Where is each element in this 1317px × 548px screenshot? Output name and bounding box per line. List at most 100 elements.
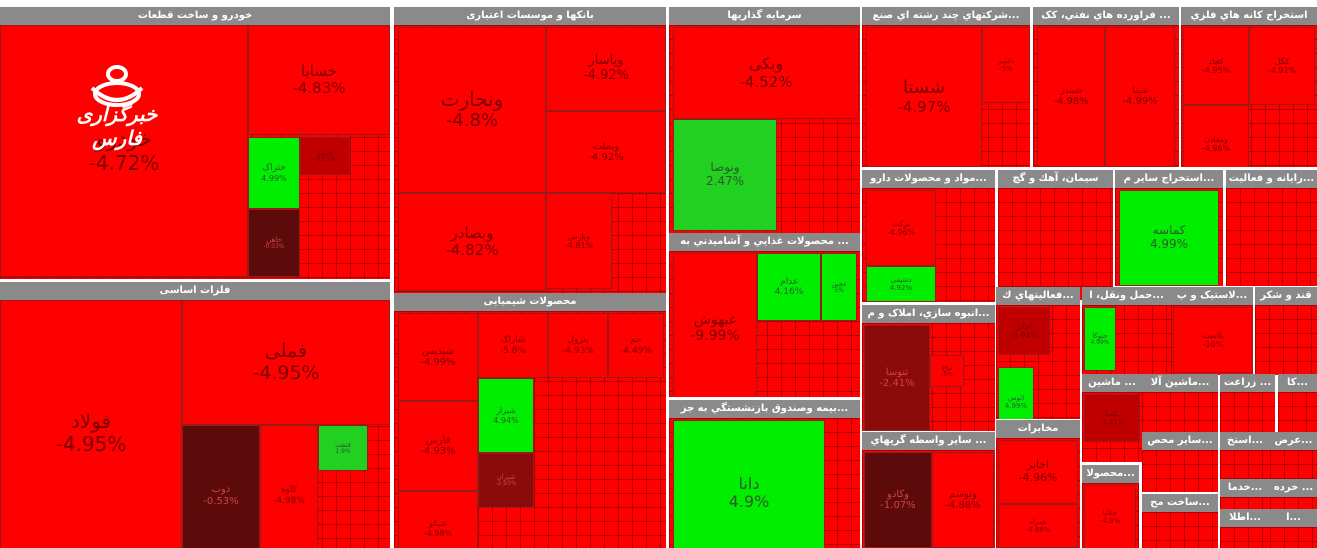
sector-block: ...فعالیتهاي ك اخابر -3.94% اتوس 4.99%: [996, 287, 1080, 419]
sector-title[interactable]: ... فراورده هاي نفتي، کک: [1033, 7, 1179, 25]
stock-tile[interactable]: خودرو -4.72%: [0, 25, 248, 277]
stock-tile[interactable]: چکاپا -4.9%: [1084, 485, 1136, 548]
sector-title[interactable]: ...انبوه سازي، املاک و م: [862, 305, 995, 323]
sector-title[interactable]: استخراج کانه هاي فلزي: [1181, 7, 1317, 25]
sector-title[interactable]: فلزات اساسی: [0, 282, 390, 300]
sector-title[interactable]: ... خرده: [1270, 479, 1317, 497]
stock-tile[interactable]: وبصادر -4.82%: [398, 193, 546, 291]
sector-block: استخراج کانه هاي فلزي کچاد -4.95% کگل -4.91%…: [1181, 7, 1317, 167]
sector-title[interactable]: ...خدما: [1220, 479, 1270, 497]
stock-symbol: پترول: [567, 335, 589, 346]
stock-tile[interactable]: ثباغ -5%: [930, 355, 964, 387]
stock-tile[interactable]: ختراک 4.99%: [248, 137, 300, 209]
sector-title[interactable]: ...رایانه و فعالیت: [1226, 170, 1317, 188]
sector-title[interactable]: ...فعالیتهاي ك: [996, 287, 1080, 305]
stock-symbol: ونوصا: [710, 160, 740, 175]
stock-tile[interactable]: وتوسم -4.88%: [932, 452, 994, 548]
sector-block: ...ا: [1270, 509, 1317, 548]
stock-tile[interactable]: وپاسار -4.92%: [546, 27, 666, 111]
stock-tile[interactable]: ومعادن -4.96%: [1183, 105, 1249, 167]
stock-tile[interactable]: حتوکا 4.99%: [1084, 307, 1116, 371]
sector-title[interactable]: خودرو و ساخت قطعات: [0, 7, 390, 25]
stock-tile[interactable]: شستا -4.97%: [866, 27, 982, 167]
stock-tile[interactable]: ونوصا 2.47%: [673, 119, 777, 231]
sector-title[interactable]: ...مواد و محصولات دارو: [862, 170, 995, 188]
stock-tile[interactable]: فولاد -4.95%: [0, 300, 182, 548]
stock-tile[interactable]: دغدیر -5%: [982, 27, 1030, 103]
stock-tile[interactable]: ذوب -0.53%: [182, 425, 260, 548]
stock-tile[interactable]: ثنوسا -2.41%: [864, 325, 930, 431]
stock-tile[interactable]: فنفت 1.9%: [318, 425, 368, 471]
sector-title[interactable]: ... سایر واسطه گریهاي: [862, 432, 995, 450]
stock-tile[interactable]: اتوس 4.99%: [998, 367, 1034, 419]
stock-tile[interactable]: شیراز 4.94%: [478, 378, 534, 453]
stock-tile[interactable]: کچاد -4.95%: [1183, 27, 1249, 105]
stock-tile[interactable]: پترول -4.93%: [548, 313, 608, 378]
sector-title[interactable]: ...ا: [1270, 509, 1317, 527]
stock-tile[interactable]: شیکو -4.98%: [398, 491, 478, 548]
stock-tile[interactable]: فارس -4.93%: [398, 401, 478, 491]
sector-title[interactable]: ...بیمه وصندوق بازنشستگي به جز: [669, 400, 860, 418]
stock-tile[interactable]: وپارس -4.81%: [546, 193, 612, 289]
stock-tile[interactable]: شیران -2.93%: [478, 453, 534, 508]
stock-tile[interactable]: جم -4.49%: [608, 313, 664, 378]
stock-tile[interactable]: اخابر -3.94%: [998, 307, 1050, 355]
stock-change: -4.8%: [445, 110, 499, 132]
stock-change: -4.72%: [88, 151, 160, 176]
stock-tile[interactable]: وبکی -4.52%: [673, 27, 859, 119]
sector-title[interactable]: ... زراعت: [1220, 374, 1275, 392]
sector-title[interactable]: سرمایه گذاریها: [669, 7, 860, 25]
sector-title[interactable]: ...استخ: [1220, 432, 1270, 450]
sector-title[interactable]: ...محصولا: [1082, 465, 1139, 483]
fars-news-logo: خبرگزاری فارس: [52, 60, 182, 150]
stock-tile[interactable]: تکمبا -3.31%: [1084, 394, 1140, 442]
stock-tile[interactable]: شپدیس -4.99%: [398, 313, 478, 401]
stock-tile[interactable]: پلاست -10%: [1173, 307, 1253, 373]
sector-title[interactable]: ...سایر محص: [1142, 432, 1218, 450]
stock-tile[interactable]: غبهوش -9.99%: [673, 253, 757, 397]
sector-title[interactable]: ...حمل ونقل، ا: [1082, 287, 1171, 305]
stock-tile[interactable]: برکت -4.96%: [866, 190, 936, 266]
stock-tile[interactable]: خسایا -4.83%: [248, 25, 390, 135]
stock-change: -2.41%: [879, 378, 915, 389]
sector-title[interactable]: ...استخراج سایر م: [1115, 170, 1223, 188]
stock-symbol: کماسه: [1152, 223, 1186, 238]
stock-tile[interactable]: کگل -4.91%: [1249, 27, 1315, 105]
sector-title[interactable]: قند و شکر: [1255, 287, 1317, 305]
stock-symbol: شیکو: [429, 519, 447, 529]
sector-title[interactable]: ...عرض: [1270, 432, 1317, 450]
sector-title[interactable]: مخابرات: [996, 420, 1080, 438]
stock-tile[interactable]: همراه -4.88%: [998, 504, 1078, 548]
stock-tile[interactable]: وکادو -1.07%: [864, 452, 932, 548]
small-stocks-grid: [1270, 527, 1317, 548]
stock-tile[interactable]: اخابر -4.96%: [998, 440, 1078, 504]
stock-tile[interactable]: وبملت -4.92%: [546, 111, 666, 193]
stock-tile[interactable]: غچین 5%: [821, 253, 857, 321]
sector-title[interactable]: ... ماشین: [1082, 374, 1142, 392]
sector-title[interactable]: ...کا: [1278, 374, 1317, 392]
stock-tile[interactable]: شبندر -4.98%: [1037, 27, 1105, 167]
stock-tile[interactable]: دانا 4.9%: [673, 420, 825, 548]
small-stocks-grid: [1270, 450, 1317, 479]
sector-title[interactable]: ...ماشین آلا: [1142, 374, 1218, 392]
stock-tile[interactable]: ونجارت -4.8%: [398, 27, 546, 193]
sector-title[interactable]: بانکها و موسسات اعتباری: [394, 7, 666, 25]
stock-tile[interactable]: شاراک -5.8%: [478, 313, 548, 378]
stock-tile[interactable]: شپنا -4.99%: [1105, 27, 1175, 167]
sector-title[interactable]: ... محصولات غذایي و آشامیدني به: [669, 233, 860, 251]
sector-title[interactable]: سیمان، آهك و گچ: [998, 170, 1113, 188]
stock-change: -4.92%: [588, 152, 624, 163]
sector-title[interactable]: ...شرکتهاي چند رشته اي صنع: [862, 7, 1030, 25]
sector-title[interactable]: ...ساخت مح: [1142, 494, 1218, 512]
stock-tile[interactable]: کماسه 4.99%: [1119, 190, 1219, 286]
stock-tile[interactable]: غدام 4.16%: [757, 253, 821, 321]
stock-tile[interactable]: خمهر -3.21%: [300, 137, 350, 175]
stock-tile[interactable]: خاهن -0.03%: [248, 209, 300, 277]
stock-tile[interactable]: فملی -4.95%: [182, 300, 390, 425]
small-stocks-grid: [998, 188, 1113, 300]
stock-tile[interactable]: دشیمی 4.92%: [866, 266, 936, 302]
stock-tile[interactable]: کاوه -4.98%: [260, 425, 318, 548]
sector-title[interactable]: محصولات شیمیایی: [394, 293, 666, 311]
sector-title[interactable]: ...لاستیک و پ: [1171, 287, 1253, 305]
sector-title[interactable]: ...اطلا: [1220, 509, 1270, 527]
